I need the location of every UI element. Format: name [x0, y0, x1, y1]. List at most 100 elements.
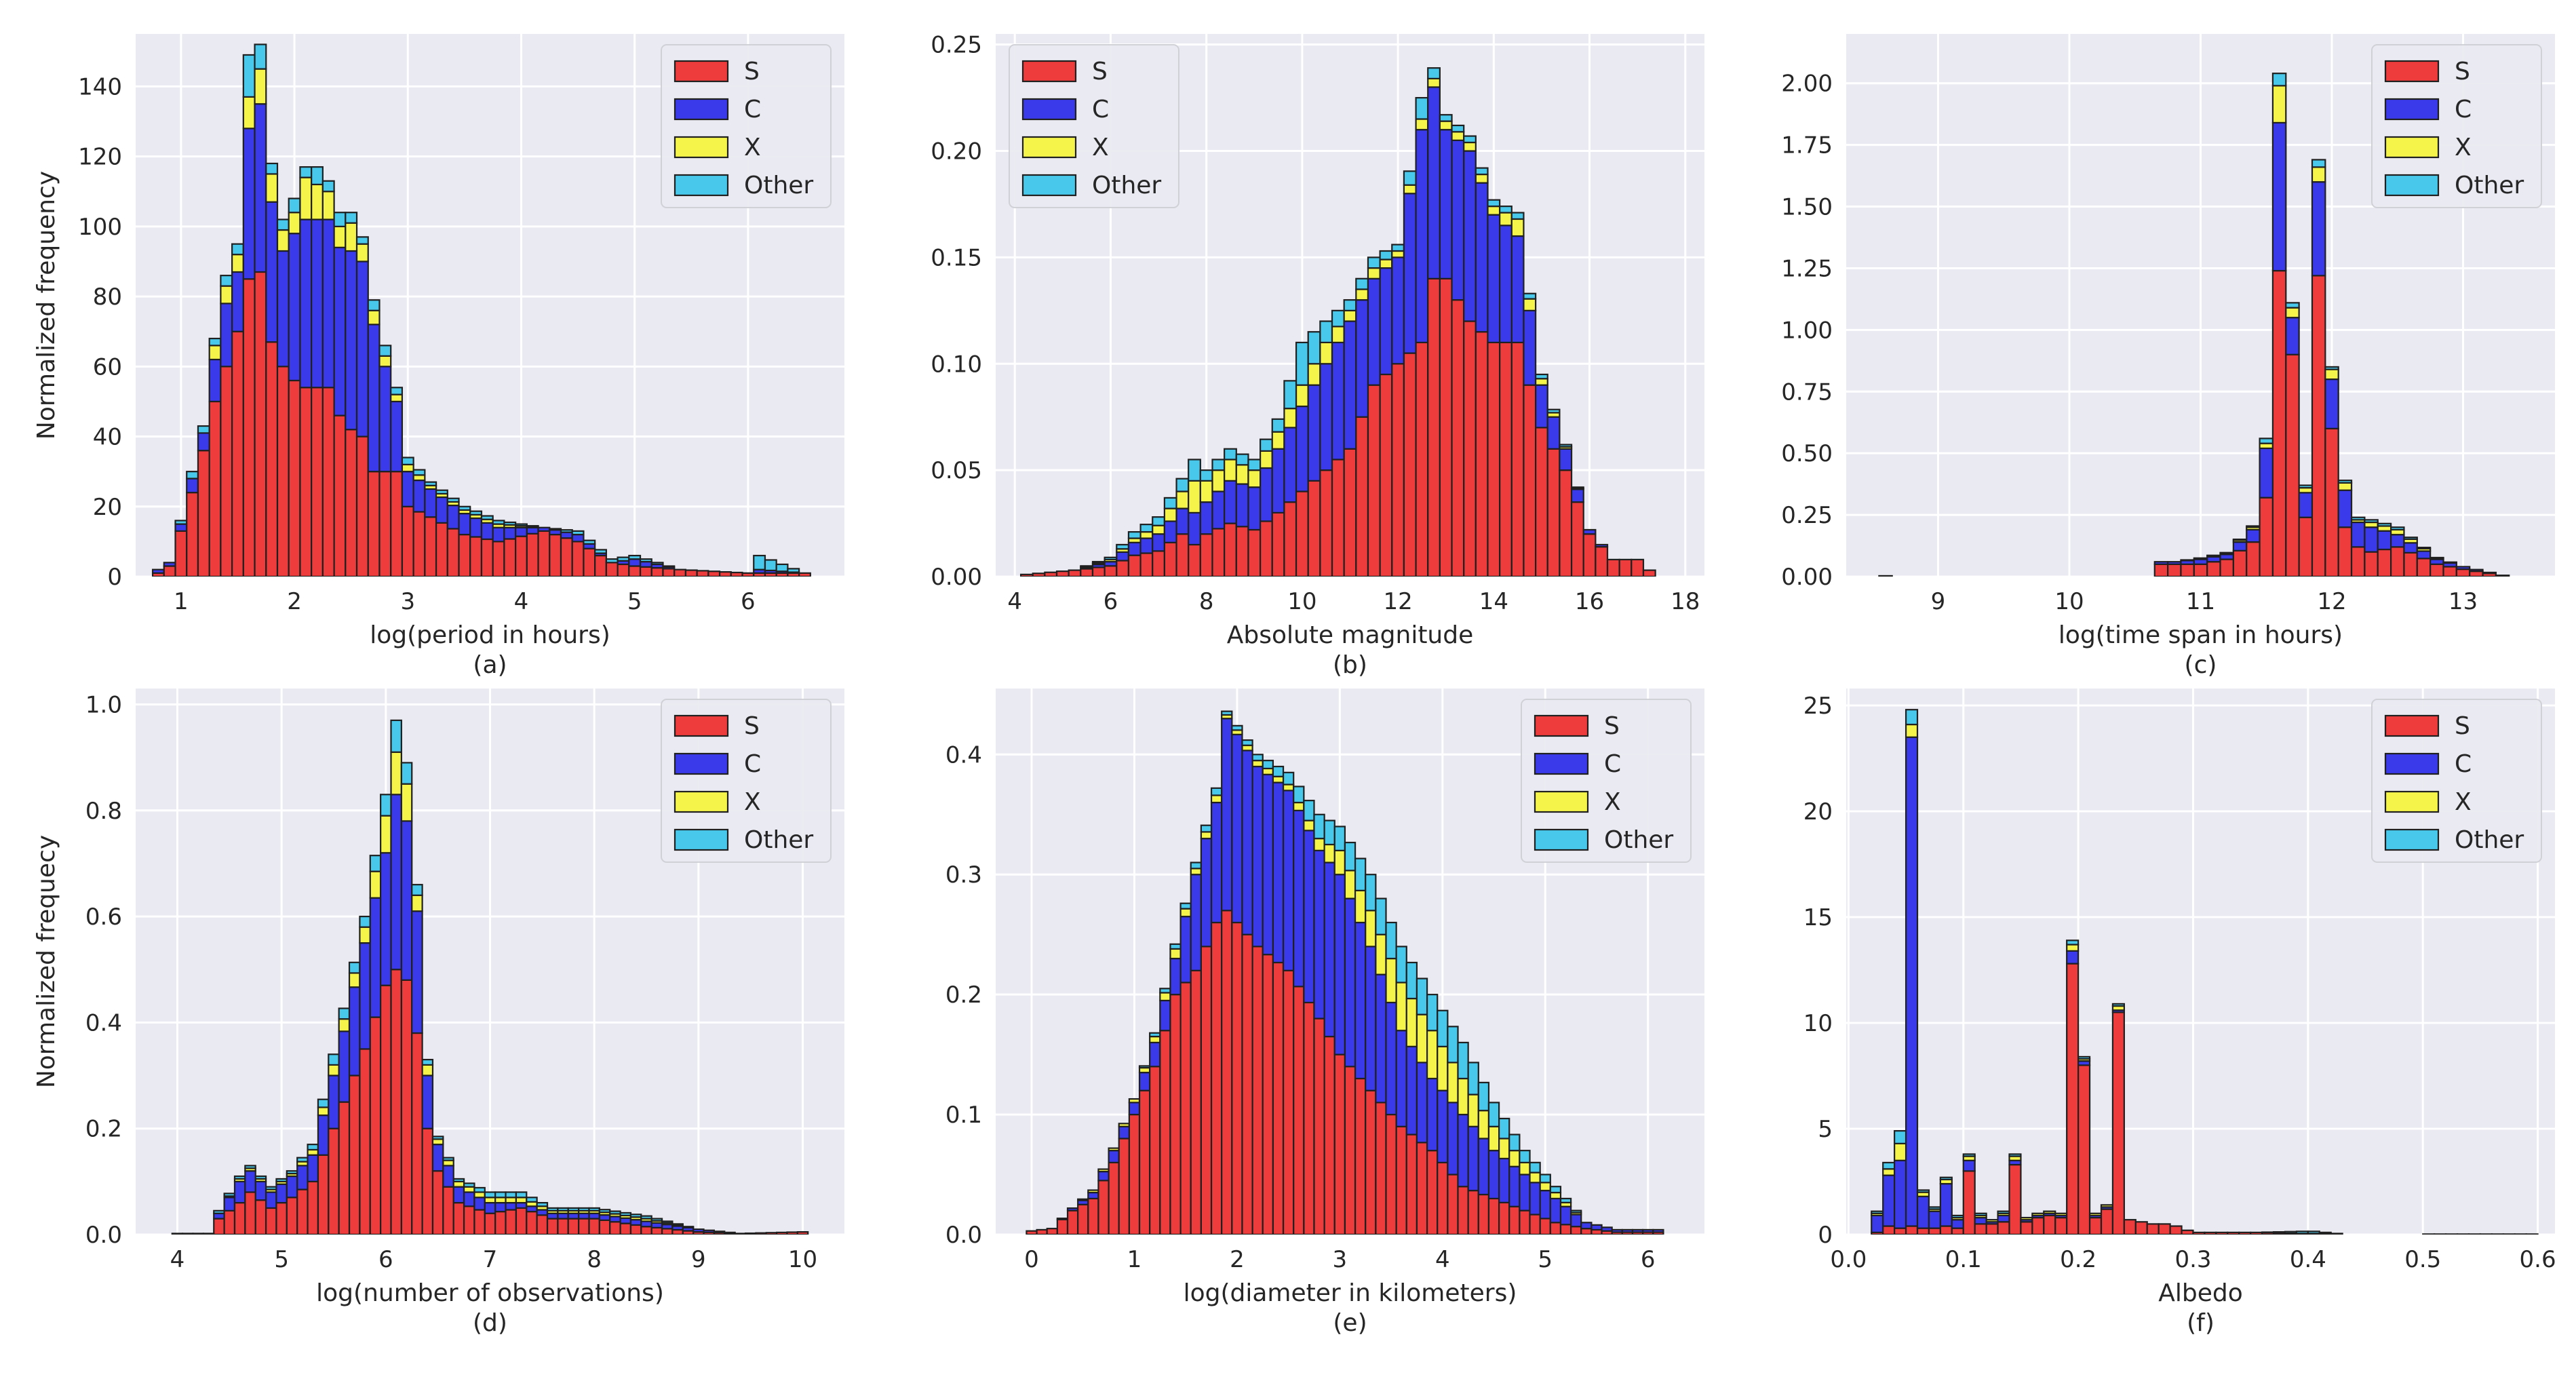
x-tick-label: 12 — [2317, 588, 2346, 615]
y-tick-label: 2.00 — [1781, 71, 1833, 98]
bar-s — [380, 984, 392, 1235]
bar-other — [1974, 1212, 1987, 1217]
bar-other — [1199, 469, 1213, 482]
bar-s — [1108, 1161, 1120, 1235]
bar-c — [452, 1186, 465, 1204]
bar-c — [458, 512, 471, 536]
bar-c — [1293, 809, 1305, 988]
x-tick-label: 6 — [1641, 1246, 1656, 1273]
bar-other — [619, 1211, 632, 1216]
bar-x — [1331, 326, 1345, 344]
bar-s — [2232, 549, 2248, 577]
bar-other — [515, 523, 528, 527]
y-tick-label: 0.00 — [1781, 564, 1833, 591]
bar-c — [2271, 121, 2287, 272]
bar-c — [1395, 1030, 1407, 1127]
bar-s — [1467, 1190, 1479, 1235]
bar-s — [367, 471, 380, 577]
bar-c — [254, 1180, 267, 1201]
bar-s — [1199, 533, 1213, 577]
bar-c — [380, 852, 392, 986]
bar-other — [401, 457, 414, 465]
bar-s — [424, 516, 437, 577]
bar-x — [333, 225, 347, 248]
legend-label-c: C — [2455, 96, 2472, 123]
legend-swatch-s — [2384, 714, 2440, 737]
bar-s — [557, 1218, 569, 1235]
bar-other — [275, 1178, 288, 1182]
y-tick-label: 0.75 — [1781, 379, 1833, 406]
bar-s — [640, 1226, 652, 1235]
bar-c — [369, 897, 382, 1018]
bar-s — [1416, 1142, 1428, 1235]
bar-c — [2298, 492, 2314, 518]
bar-other — [609, 1210, 621, 1215]
bar-s — [2008, 1163, 2022, 1235]
y-tick-label: 40 — [93, 424, 122, 451]
bar-c — [401, 471, 414, 507]
bar-other — [244, 1165, 256, 1169]
bar-c — [1295, 405, 1309, 492]
bar-other — [1529, 1161, 1541, 1174]
bar-other — [2324, 366, 2339, 370]
bar-other — [2403, 537, 2418, 540]
bar-other — [2077, 1055, 2091, 1060]
bar-x — [2066, 944, 2080, 952]
x-tick-label: 13 — [2448, 588, 2478, 615]
bar-c — [526, 526, 539, 535]
bar-s — [1163, 541, 1177, 577]
bar-s — [2250, 1231, 2263, 1235]
bar-x — [299, 176, 313, 220]
bar-c — [546, 1212, 559, 1220]
bar-c — [1447, 1102, 1459, 1176]
bar-other — [1365, 874, 1377, 912]
bar-other — [1272, 765, 1285, 777]
bar-other — [1916, 1189, 1930, 1193]
bar-other — [1395, 946, 1407, 984]
bar-c — [1272, 781, 1285, 964]
bar-s — [458, 533, 471, 577]
bar-x — [400, 783, 413, 822]
bar-c — [2403, 542, 2418, 554]
bar-c — [390, 400, 404, 473]
bar-other — [1905, 709, 1919, 726]
y-tick-label: 0.00 — [931, 564, 982, 591]
bar-x — [1247, 469, 1262, 488]
bar-x — [1415, 118, 1429, 131]
panel-caption: (b) — [1333, 651, 1367, 679]
bar-x — [1307, 363, 1321, 386]
bar-s — [1188, 543, 1201, 577]
bar-x — [390, 751, 402, 796]
bar-c — [1916, 1195, 1930, 1229]
bar-s — [1477, 1193, 1490, 1235]
bar-c — [1116, 551, 1130, 562]
y-tick-label: 10 — [1803, 1010, 1833, 1037]
bar-other — [515, 1191, 528, 1199]
legend-box — [2371, 44, 2542, 208]
legend-swatch-other — [1534, 828, 1589, 851]
bar-s — [1116, 560, 1130, 577]
bar-other — [1375, 897, 1387, 935]
bar-other — [1437, 1009, 1449, 1047]
bar-x — [1475, 173, 1489, 184]
bar-s — [2054, 1216, 2068, 1235]
bar-x — [421, 1064, 434, 1077]
bar-other — [1379, 250, 1393, 260]
bar-s — [1295, 490, 1309, 577]
bar-other — [390, 719, 402, 753]
bar-x — [311, 183, 324, 220]
bar-s — [192, 1233, 204, 1235]
bar-other — [231, 243, 244, 256]
bar-c — [213, 1212, 225, 1220]
bar-x — [338, 1018, 351, 1032]
bar-c — [1535, 384, 1548, 429]
bar-x — [1519, 1161, 1531, 1176]
bar-s — [1128, 1113, 1141, 1235]
bar-c — [639, 560, 652, 568]
legend-label-x: X — [1604, 788, 1621, 816]
bar-c — [345, 250, 358, 431]
bar-c — [1611, 1228, 1623, 1233]
bar-c — [1451, 139, 1465, 301]
x-tick-label: 4 — [1007, 588, 1022, 615]
bar-s — [2227, 1231, 2240, 1235]
